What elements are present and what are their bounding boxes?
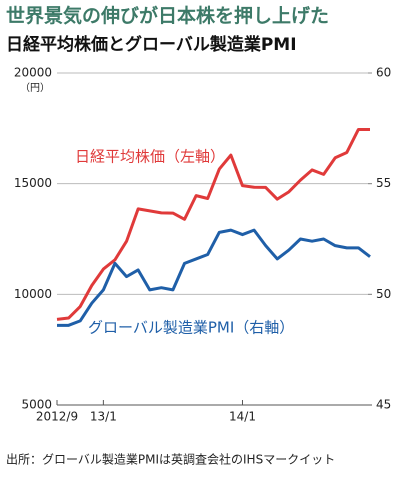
series-label: グローバル製造業PMI（右軸） bbox=[88, 319, 294, 337]
chart-subtitle: 日経平均株価とグローバル製造業PMI bbox=[6, 34, 297, 55]
y-tick-label: 5000 bbox=[21, 398, 52, 412]
y2-tick-label: 60 bbox=[376, 66, 391, 80]
x-tick-label: 13/1 bbox=[90, 410, 117, 424]
series-label: 日経平均株価（左軸） bbox=[75, 148, 225, 166]
source: 出所：グローバル製造業PMIは英調査会社のIHSマークイット bbox=[6, 452, 335, 467]
series-line bbox=[56, 127, 370, 321]
y-tick-label: 10000 bbox=[14, 287, 52, 301]
series-line bbox=[57, 228, 371, 327]
y2-tick-label: 45 bbox=[376, 398, 391, 412]
chart-title: 世界景気の伸びが日本株を押し上げた bbox=[6, 4, 329, 27]
x-tick-label: 2012/9 bbox=[36, 410, 78, 424]
y-unit: （円） bbox=[20, 82, 50, 94]
y2-tick-label: 55 bbox=[376, 176, 391, 190]
x-tick-label: 14/1 bbox=[229, 410, 256, 424]
y-tick-label: 15000 bbox=[14, 176, 52, 190]
y2-tick-label: 50 bbox=[376, 287, 391, 301]
y-tick-label: 20000 bbox=[14, 66, 52, 80]
